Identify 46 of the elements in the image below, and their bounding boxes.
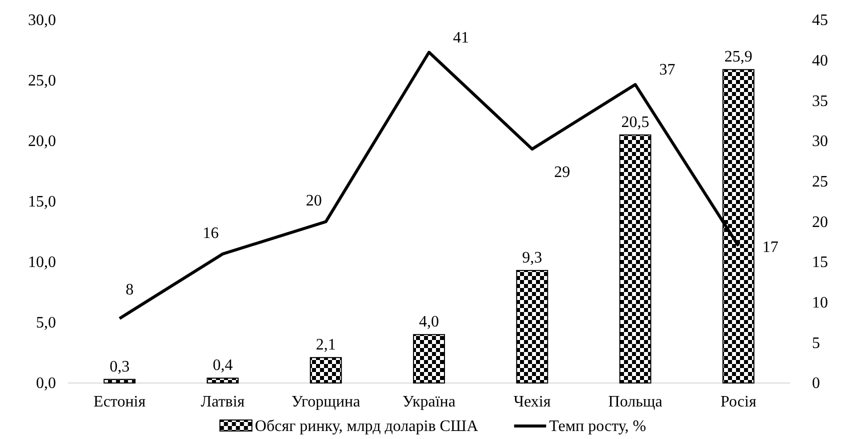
x-tick-label: Україна (402, 393, 456, 410)
data-label: 2,1 (316, 336, 336, 354)
legend-label: Темп росту, % (549, 418, 646, 435)
data-label: 8 (126, 281, 134, 298)
y2-tick-label: 45 (812, 12, 828, 30)
y-tick-label: 15,0 (28, 194, 56, 211)
y2-tick-label: 25 (812, 173, 828, 190)
x-tick-label: Чехія (514, 393, 552, 410)
y-tick-label: 10,0 (28, 254, 56, 272)
y2-tick-label: 0 (812, 375, 820, 392)
legend-label: Обсяг ринку, млрд доларів США (254, 418, 479, 435)
data-label: 20 (306, 192, 322, 210)
y2-tick-label: 40 (812, 52, 828, 70)
x-tick-label: Росія (720, 393, 757, 410)
data-label: 25,9 (724, 48, 752, 66)
bar (413, 334, 445, 384)
data-label: 41 (453, 29, 469, 46)
y2-tick-label: 35 (812, 92, 828, 110)
y-tick-label: 0,0 (36, 375, 56, 392)
y-tick-label: 20,0 (28, 133, 56, 150)
x-tick-label: Угорщина (292, 393, 360, 410)
data-label: 37 (659, 62, 676, 79)
y-tick-label: 30,0 (28, 12, 56, 30)
bar (619, 134, 652, 384)
y2-tick-label: 20 (812, 214, 828, 231)
y-tick-label: 5,0 (36, 314, 56, 332)
data-label: 9,3 (522, 249, 542, 266)
data-label: 29 (554, 164, 570, 182)
x-tick-label: Естонія (94, 393, 146, 410)
y2-tick-label: 30 (812, 133, 828, 150)
y2-tick-label: 10 (812, 294, 828, 312)
data-label: 20,5 (621, 114, 650, 131)
data-label: 17 (762, 238, 778, 256)
y-tick-label: 25,0 (28, 72, 56, 90)
y2-tick-label: 15 (812, 254, 828, 272)
bar (104, 378, 136, 384)
bar (206, 378, 239, 384)
data-label: 4,0 (419, 314, 439, 331)
data-label: 0,4 (212, 357, 233, 374)
bar (310, 357, 342, 384)
x-tick-label: Латвія (200, 393, 246, 410)
x-tick-label: Польща (608, 393, 662, 410)
data-label: 0,3 (110, 358, 130, 376)
data-label: 16 (202, 224, 219, 242)
bar (516, 270, 548, 384)
y2-tick-label: 5 (812, 334, 820, 352)
